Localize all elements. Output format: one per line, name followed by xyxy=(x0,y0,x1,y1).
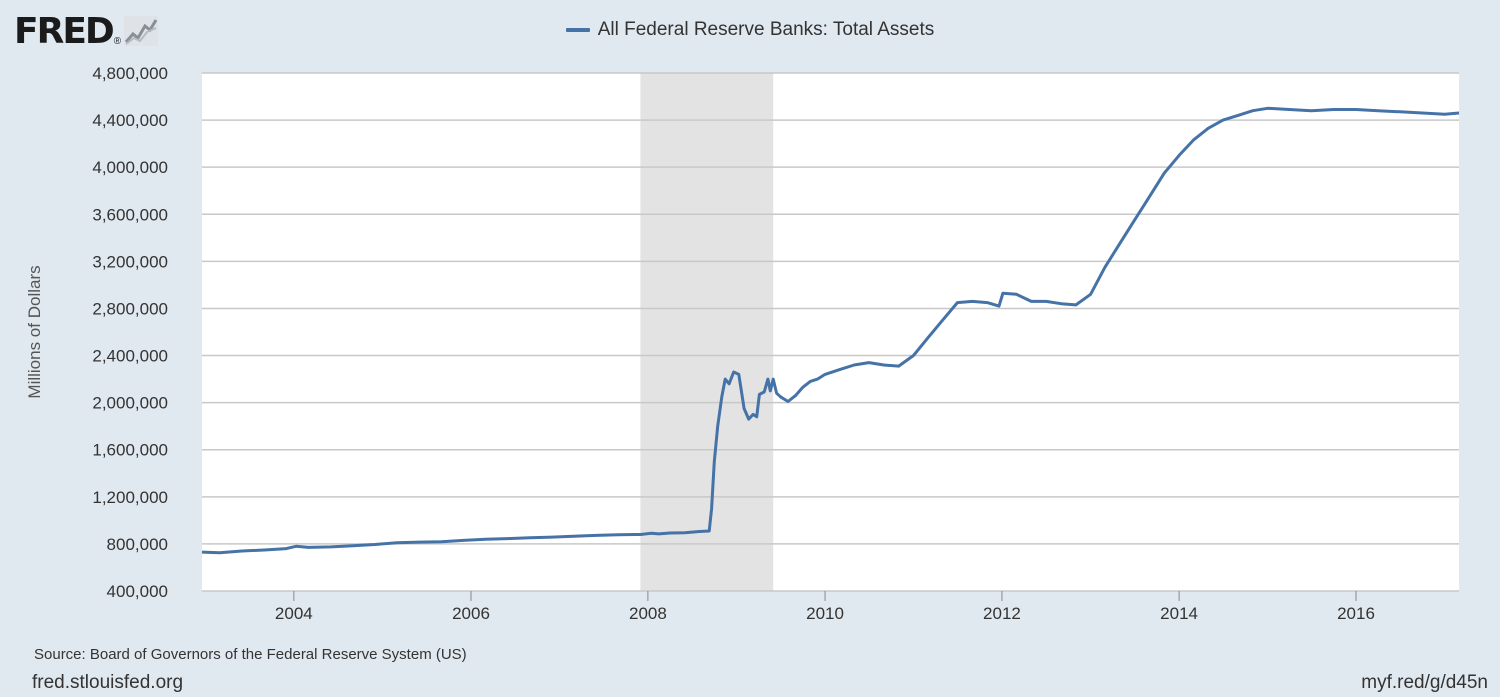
legend-label: All Federal Reserve Banks: Total Assets xyxy=(597,19,935,40)
x-axis-ticks: 2004 2006 2008 2010 2012 2014 2016 xyxy=(275,591,1375,623)
y-axis-label: Millions of Dollars xyxy=(25,265,44,398)
x-tick-label: 2016 xyxy=(1337,604,1375,623)
y-tick-label: 1,200,000 xyxy=(92,488,168,507)
line-chart-icon xyxy=(124,16,159,46)
x-tick-label: 2006 xyxy=(452,604,490,623)
chart-legend: All Federal Reserve Banks: Total Assets xyxy=(0,19,1500,41)
x-tick-label: 2010 xyxy=(806,604,844,623)
site-link[interactable]: fred.stlouisfed.org xyxy=(32,672,184,693)
logo-registered-mark: ® xyxy=(113,36,122,47)
y-axis-ticks: 400,000 800,000 1,200,000 1,600,000 2,000,00… xyxy=(92,64,168,601)
y-tick-label: 4,000,000 xyxy=(92,158,168,177)
y-tick-label: 2,400,000 xyxy=(92,347,168,366)
short-url-link[interactable]: myf.red/g/d45n xyxy=(1361,672,1488,693)
legend-swatch xyxy=(565,28,590,32)
y-tick-label: 800,000 xyxy=(107,535,168,554)
series-line-total-assets xyxy=(201,106,1460,555)
y-tick-label: 4,400,000 xyxy=(92,111,168,130)
gridlines xyxy=(202,72,1459,592)
y-tick-label: 2,800,000 xyxy=(92,299,168,318)
recession-band xyxy=(640,73,774,591)
y-tick-label: 2,000,000 xyxy=(92,394,168,413)
y-tick-label: 3,200,000 xyxy=(92,252,168,271)
recession-shading xyxy=(640,73,774,591)
x-tick-label: 2014 xyxy=(1160,604,1198,623)
x-tick-label: 2008 xyxy=(629,604,667,623)
fred-logo[interactable]: FRED ® xyxy=(14,11,159,52)
source-note: Source: Board of Governors of the Federa… xyxy=(34,646,467,663)
y-tick-label: 400,000 xyxy=(107,582,168,601)
x-tick-label: 2012 xyxy=(983,604,1021,623)
y-tick-label: 1,600,000 xyxy=(92,441,168,460)
plot-area xyxy=(202,73,1459,591)
y-tick-label: 3,600,000 xyxy=(92,205,168,224)
logo-text: FRED xyxy=(14,11,115,52)
y-tick-label: 4,800,000 xyxy=(92,64,168,83)
x-tick-label: 2004 xyxy=(275,604,313,623)
